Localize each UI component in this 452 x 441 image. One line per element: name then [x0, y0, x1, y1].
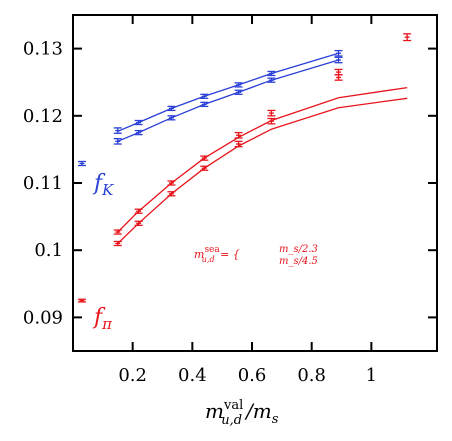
- data-point-fpi: [334, 68, 343, 76]
- data-point-fpi: [134, 208, 143, 214]
- x-tick-label: 0.4: [178, 365, 207, 386]
- data-point-fpi: [403, 33, 412, 42]
- data-point-fk: [167, 115, 176, 121]
- data-point-fk: [267, 70, 276, 77]
- data-point-fk: [234, 89, 243, 95]
- data-point-fk: [134, 129, 143, 136]
- y-tick-label: 0.1: [34, 240, 63, 261]
- data-point-fpi: [113, 240, 122, 247]
- data-marks: [77, 33, 412, 303]
- data-point-fk: [267, 77, 276, 83]
- data-point-fk: [113, 137, 122, 145]
- x-tick-label: 1: [366, 365, 377, 386]
- data-point-fpi: [134, 220, 143, 226]
- data-point-fk: [200, 93, 209, 99]
- x-axis-label: mval u,d/ms: [205, 398, 279, 428]
- data-point-fpi: [234, 131, 243, 139]
- svg-text:m_s/4.5: m_s/4.5: [279, 256, 318, 267]
- x-tick-label: 0.2: [118, 365, 147, 386]
- data-point-fk: [134, 119, 143, 126]
- fit-line-fk-1: [117, 52, 339, 132]
- data-point-fpi: [200, 165, 209, 171]
- data-point-fk: [113, 127, 122, 134]
- series-label-fk: fK: [92, 171, 114, 199]
- sea-mass-annotation: msea u,d = { m_s/2.3 m_s/4.5: [194, 244, 318, 267]
- data-point-fpi: [167, 191, 176, 197]
- y-tick-label: 0.12: [23, 106, 63, 127]
- data-point-fpi: [267, 117, 276, 125]
- fit-line-fpi-0: [117, 97, 408, 244]
- fit-line-fpi-1: [117, 86, 408, 233]
- data-point-fpi: [77, 298, 86, 303]
- data-point-fk: [334, 56, 343, 64]
- series-label-fpi: fπ: [92, 305, 113, 333]
- data-point-fpi: [200, 155, 209, 161]
- svg-text:m_s/2.3: m_s/2.3: [279, 244, 318, 255]
- axis-ticks: 0.2 0.4 0.6 0.8 1 0.09 0.1 0.11 0.12 0.13: [23, 15, 437, 386]
- data-point-fk: [167, 105, 176, 112]
- x-tick-label: 0.6: [238, 365, 267, 386]
- data-point-fk: [234, 82, 243, 88]
- y-tick-label: 0.13: [23, 39, 63, 60]
- data-point-fpi: [334, 74, 343, 81]
- fit-line-fk-0: [117, 59, 339, 142]
- plot-frame: [72, 14, 438, 352]
- data-point-fk: [200, 101, 209, 108]
- data-point-fpi: [234, 140, 243, 148]
- data-point-fpi: [113, 229, 122, 235]
- data-point-fk: [77, 160, 86, 167]
- y-tick-label: 0.11: [23, 173, 63, 194]
- data-point-fpi: [267, 109, 276, 117]
- y-tick-label: 0.09: [23, 307, 63, 328]
- x-tick-label: 0.8: [297, 365, 326, 386]
- data-point-fk: [334, 49, 343, 57]
- data-point-fpi: [167, 180, 176, 186]
